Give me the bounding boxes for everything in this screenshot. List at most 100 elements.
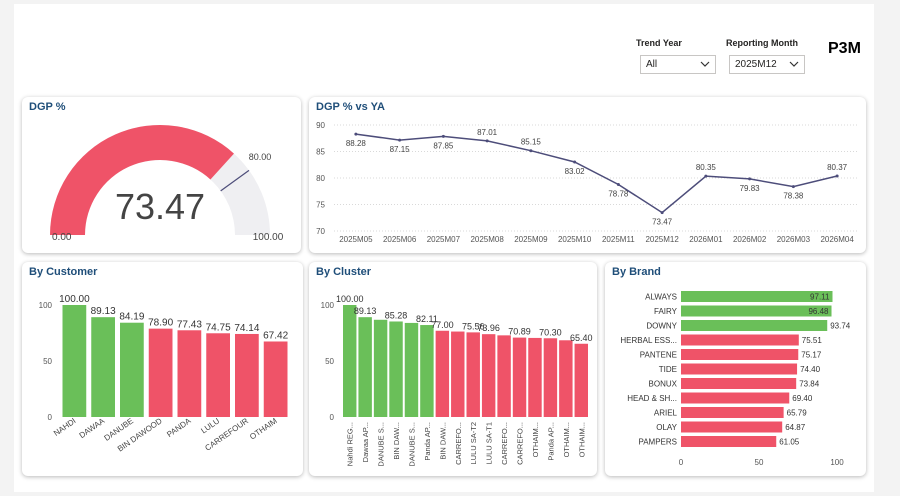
bar[interactable] xyxy=(528,337,542,417)
bar[interactable] xyxy=(681,363,798,375)
category-label: HERBAL ESS... xyxy=(620,336,677,345)
data-label: 74.14 xyxy=(234,323,259,334)
category-label: OTHAIM... xyxy=(577,422,586,457)
bar[interactable] xyxy=(435,330,450,417)
data-label: 80.35 xyxy=(696,163,717,172)
gauge-chart: 73.47 0.00 100.00 80.00 xyxy=(50,125,284,243)
gauge-min-label: 0.00 xyxy=(52,232,72,243)
y-tick-label: 70 xyxy=(316,227,325,236)
by-customer-card[interactable]: By Customer 100 50 0 100.00 NAHDI 89.13 DAWAA 8… xyxy=(22,262,303,476)
data-point[interactable] xyxy=(616,182,620,186)
data-point[interactable] xyxy=(835,174,839,178)
data-point[interactable] xyxy=(354,132,358,136)
x-tick-label: 0 xyxy=(679,458,684,467)
x-tick-label: 2026M04 xyxy=(820,235,854,244)
x-tick-label: 2025M10 xyxy=(558,235,592,244)
data-label: 65.79 xyxy=(787,409,808,418)
data-point[interactable] xyxy=(398,138,402,142)
data-point[interactable] xyxy=(573,160,577,164)
reporting-month-dropdown[interactable]: 2025M12 xyxy=(729,55,805,74)
bar[interactable] xyxy=(481,334,496,417)
brand-bar-chart: ALWAYS 97.11 FAIRY 96.48 DOWNY 93.74 HERBAL ES… xyxy=(620,291,851,467)
bar[interactable] xyxy=(681,305,832,317)
bar[interactable] xyxy=(681,436,777,447)
data-label: 73.84 xyxy=(799,380,820,389)
category-label: ARIEL xyxy=(654,409,678,418)
category-label: OLAY xyxy=(656,423,677,432)
bar[interactable] xyxy=(389,321,403,417)
category-label: LULU xyxy=(199,416,221,435)
by-brand-card[interactable]: By Brand ALWAYS 97.11 FAIRY 96.48 DOWNY 93.74… xyxy=(605,262,866,476)
bar[interactable] xyxy=(177,330,202,417)
chevron-down-icon xyxy=(700,61,710,67)
series-line xyxy=(355,133,838,214)
category-label: BIN DAW... xyxy=(392,422,401,460)
y-tick-label: 100 xyxy=(321,301,335,310)
bar[interactable] xyxy=(343,305,357,417)
x-tick-label: 2026M01 xyxy=(689,235,723,244)
bar[interactable] xyxy=(681,291,833,302)
bar[interactable] xyxy=(358,317,372,417)
bar[interactable] xyxy=(543,338,558,417)
reporting-month-label: Reporting Month xyxy=(726,38,798,48)
y-tick-label: 50 xyxy=(325,357,334,366)
bar[interactable] xyxy=(681,407,784,418)
bar[interactable] xyxy=(420,325,434,417)
by-cluster-card[interactable]: By Cluster 100 50 0 100.00 Nahdi REG... 89.13… xyxy=(309,262,597,476)
data-point[interactable] xyxy=(485,139,489,143)
data-point[interactable] xyxy=(660,211,664,215)
data-label: 87.01 xyxy=(477,128,498,137)
x-tick-label: 2026M03 xyxy=(777,235,811,244)
data-point[interactable] xyxy=(748,177,752,181)
data-point[interactable] xyxy=(441,134,445,138)
bar[interactable] xyxy=(120,322,144,417)
x-tick-label: 2026M02 xyxy=(733,235,767,244)
bar[interactable] xyxy=(681,320,828,331)
category-label: DANUBE S... xyxy=(377,422,386,467)
bar[interactable] xyxy=(91,317,115,417)
dgp-gauge-card[interactable]: DGP % 73.47 0.00 100.00 80.00 xyxy=(22,97,301,253)
bar[interactable] xyxy=(451,331,465,417)
data-point[interactable] xyxy=(704,174,708,178)
category-label: ALWAYS xyxy=(645,293,677,302)
dgp-vs-ya-card[interactable]: DGP % vs YA 90 85 80 75 70 88.28 87.15 87.85 87.… xyxy=(309,97,866,253)
bar[interactable] xyxy=(512,337,527,417)
data-label: 78.78 xyxy=(608,189,629,198)
trend-year-dropdown[interactable]: All xyxy=(640,55,716,74)
bar[interactable] xyxy=(404,322,419,417)
trend-year-label: Trend Year xyxy=(636,38,682,48)
category-label: OTHAIM... xyxy=(531,422,540,457)
bar[interactable] xyxy=(235,333,259,417)
data-label: 73.47 xyxy=(652,218,673,227)
bar[interactable] xyxy=(497,335,511,417)
dgp-vs-ya-title: DGP % vs YA xyxy=(316,101,385,113)
y-tick-label: 80 xyxy=(316,174,325,183)
category-label: LULU SA-T2 xyxy=(469,422,478,465)
bar[interactable] xyxy=(373,319,388,417)
x-tick-label: 2025M09 xyxy=(514,235,548,244)
bar[interactable] xyxy=(559,340,573,417)
gauge-value: 73.47 xyxy=(115,186,205,227)
bar[interactable] xyxy=(681,334,799,346)
data-point[interactable] xyxy=(529,149,533,153)
bar[interactable] xyxy=(263,341,288,417)
bar[interactable] xyxy=(62,305,87,417)
x-tick-label: 50 xyxy=(755,458,764,467)
bar[interactable] xyxy=(574,343,588,417)
data-label: 88.28 xyxy=(346,139,367,148)
bar[interactable] xyxy=(206,333,230,417)
bar[interactable] xyxy=(681,349,799,360)
category-label: FAIRY xyxy=(654,307,678,316)
bar[interactable] xyxy=(466,332,480,417)
category-label: OTHAIM... xyxy=(562,422,571,457)
customer-bar-chart: 100500100.00NAHDI89.13DAWAA84.19DANUBE78… xyxy=(39,294,289,454)
bar[interactable] xyxy=(681,421,783,433)
bar[interactable] xyxy=(681,392,790,404)
bar[interactable] xyxy=(148,328,173,417)
bar[interactable] xyxy=(681,378,797,389)
y-tick-label: 50 xyxy=(43,357,52,366)
category-label: LULU SA-T1 xyxy=(485,422,494,465)
data-label: 87.85 xyxy=(433,141,454,150)
data-label: 61.05 xyxy=(779,438,800,447)
data-point[interactable] xyxy=(791,185,795,189)
